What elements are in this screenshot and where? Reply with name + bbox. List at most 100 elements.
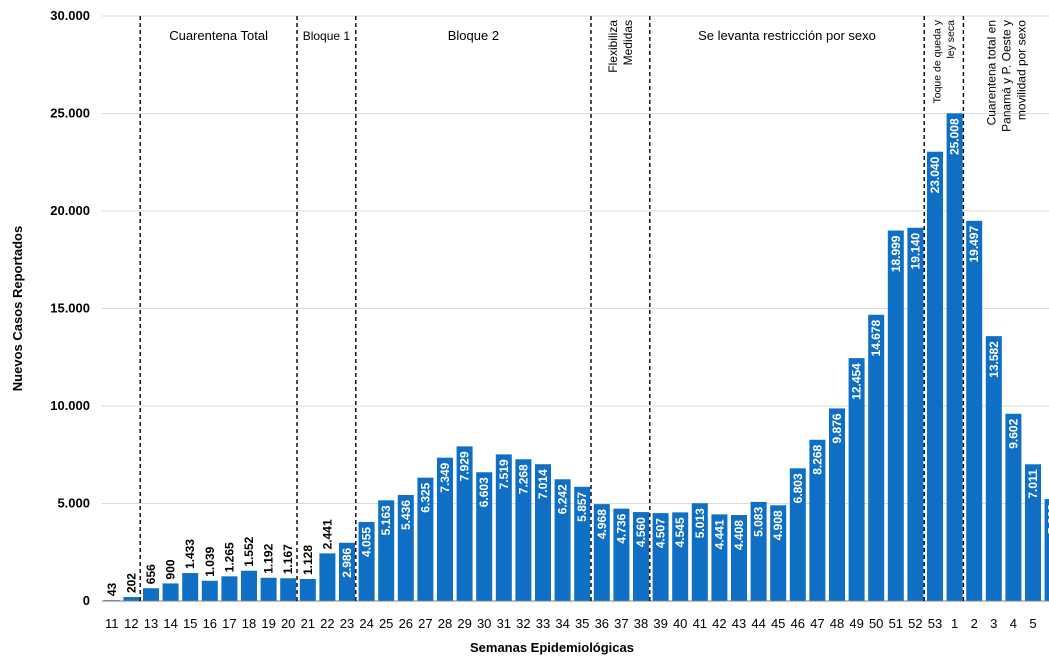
x-tick-label: 25 [379,616,393,631]
x-axis-title: Semanas Epidemiológicas [470,640,634,655]
bar [633,512,649,601]
data-label: 202 [124,573,138,593]
x-tick-label: 41 [693,616,707,631]
x-tick-label: 47 [810,616,824,631]
x-tick-label: 48 [830,616,844,631]
data-label: 1.192 [262,543,276,573]
bar [456,446,473,601]
data-label: 900 [164,559,178,579]
bar [201,580,218,601]
data-label: 1.128 [301,545,315,575]
y-tick-label: 15.000 [50,301,90,316]
data-label: 1.433 [183,539,197,569]
x-tick-label: 19 [261,616,275,631]
bar [535,464,551,601]
data-label: 8.268 [810,444,824,474]
x-tick-label: 29 [457,616,471,631]
y-tick-label: 25.000 [50,106,90,121]
bar [574,486,591,601]
x-tick-label: 51 [889,616,903,631]
y-tick-label: 5.000 [57,496,90,511]
bar [750,501,767,601]
bar [495,454,512,601]
bar [123,597,140,601]
phase-label: Bloque 1 [303,29,351,43]
data-label: 7.011 [1026,469,1040,499]
bar [887,230,904,601]
data-label: 18.999 [889,235,903,272]
x-tick-label: 33 [536,616,550,631]
x-tick-label: 37 [614,616,628,631]
x-tick-label: 3 [990,616,997,631]
phase-label-line: Flexibiliza [606,20,620,73]
x-tick-label: 43 [732,616,746,631]
x-tick-label: 22 [320,616,334,631]
data-label: 1.552 [242,536,256,566]
x-tick-label: 53 [928,616,942,631]
y-tick-label: 20.000 [50,203,90,218]
bar [378,500,395,601]
bar [241,570,257,601]
data-label: 656 [144,564,158,584]
x-tick-label: 36 [595,616,609,631]
phase-label-line: Toque de queda y [932,19,944,103]
bar [868,314,885,601]
data-label: 14.678 [869,319,883,356]
x-tick-label: 32 [516,616,530,631]
bar [829,408,845,601]
data-label: 12.454 [850,363,864,400]
x-tick-label: 28 [438,616,452,631]
x-tick-label: 15 [183,616,197,631]
bar [1044,499,1049,601]
data-label: 4.736 [614,513,628,543]
data-label: 4.441 [712,519,726,549]
bar [437,457,453,601]
data-label: 1.167 [281,544,295,574]
bar [397,494,414,601]
bar [417,477,434,601]
bar [966,220,983,601]
data-label: 9.876 [830,413,844,443]
data-label: 5.013 [693,508,707,538]
phase-label-line: Cuarentena total en [984,20,998,125]
data-label: 1.265 [222,542,236,572]
phase-label: Bloque 2 [448,28,499,43]
bar [652,513,669,601]
data-label: 5.436 [399,500,413,530]
x-tick-label: 52 [908,616,922,631]
x-tick-label: 12 [124,616,138,631]
data-label: 4.507 [654,518,668,548]
x-tick-label: 20 [281,616,295,631]
x-tick-label: 31 [497,616,511,631]
bar [515,459,532,601]
data-label: 6.603 [477,477,491,507]
bar [809,439,826,601]
bar [260,577,277,601]
bar [731,515,747,601]
x-tick-label: 49 [849,616,863,631]
y-axis-title: Nuevos Casos Reportados [10,226,25,391]
phase-label: Cuarentena Total [169,28,268,43]
x-tick-label: 1 [951,616,958,631]
bar [907,227,924,601]
phase-label: Se levanta restricción por sexo [698,28,876,43]
bar [691,503,708,601]
bar [476,472,493,601]
x-tick-label: 38 [634,616,648,631]
x-tick-label: 14 [163,616,177,631]
data-label: 7.349 [438,462,452,492]
x-tick-label: 35 [575,616,589,631]
data-label: 2.441 [320,519,334,549]
x-tick-label: 46 [791,616,805,631]
data-label: 4.545 [673,517,687,547]
data-label: 43 [105,582,119,596]
x-tick-label: 39 [653,616,667,631]
data-label: 5.857 [575,491,589,521]
x-tick-label: 30 [477,616,491,631]
x-tick-label: 21 [301,616,315,631]
bar [143,588,159,601]
data-label: 2.986 [340,547,354,577]
data-label: 25.008 [948,118,962,155]
